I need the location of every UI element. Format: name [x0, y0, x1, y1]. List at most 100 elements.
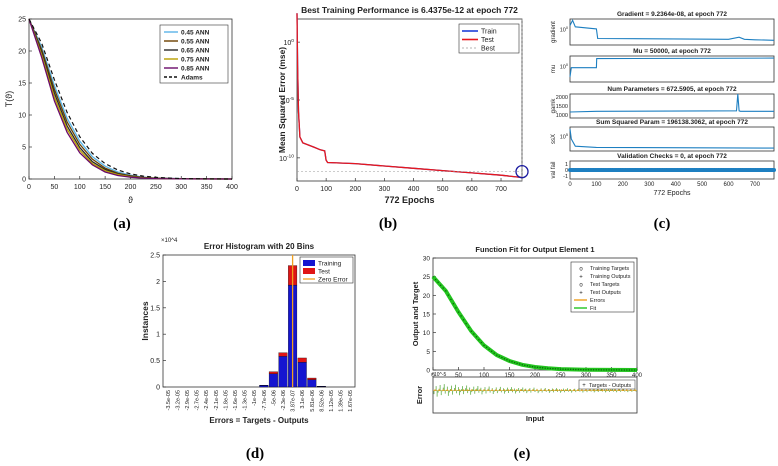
c-xtick-label: 400	[671, 182, 682, 188]
b-ytick-label: 100	[283, 38, 294, 47]
a-ytick-label: 0	[22, 177, 26, 184]
b-best-marker	[515, 164, 529, 179]
panel-label-a: (a)	[113, 216, 131, 232]
c-ylabel: gamk	[551, 98, 557, 114]
e-legend-marker: o	[579, 283, 583, 289]
e-xtick-label: 300	[581, 373, 592, 379]
e-legend-entry: Test Outputs	[590, 290, 621, 296]
b-xtick-label: 0	[295, 186, 299, 193]
b-legend-entry: Test	[481, 37, 494, 44]
c-subplot-title: Num Parameters = 672.5905, at epoch 772	[607, 86, 737, 93]
e-xtick-label: 400	[632, 373, 643, 379]
e-ytick-label: 25	[423, 274, 431, 281]
c-subplot-title: Sum Squared Param = 196138.3062, at epoc…	[596, 119, 748, 126]
c-ytick-label: 100	[560, 26, 568, 33]
a-legend-entry: 0.45 ANN	[181, 30, 210, 37]
a-xtick-label: 300	[175, 184, 187, 191]
a-xtick-label: 350	[201, 184, 213, 191]
e-target-markers	[432, 275, 638, 371]
e-error-legend-entry: Targets - Outputs	[589, 383, 631, 389]
d-category-label: -7.7e-06	[262, 390, 268, 411]
d-category-label: -1.8e-05	[223, 390, 229, 411]
c-subplot-title: Validation Checks = 0, at epoch 772	[617, 153, 727, 160]
c-axes-box	[569, 55, 775, 83]
c-performance-line	[569, 93, 774, 113]
b-ytick-label: 10-10	[279, 154, 294, 163]
c-performance-line	[569, 57, 775, 77]
b-legend-entry: Best	[481, 46, 495, 53]
a-ytick-label: 25	[18, 17, 26, 24]
a-legend-entry: 0.75 ANN	[181, 57, 210, 64]
a-xtick-label: 50	[50, 184, 58, 191]
a-xtick-label: 100	[74, 184, 86, 191]
e-legend-entry: Training Targets	[590, 266, 629, 272]
d-xlabel: Errors = Targets - Outputs	[209, 416, 309, 425]
e-legend-entry: Errors	[590, 298, 605, 304]
a-xtick-label: 400	[226, 184, 238, 191]
b-xtick-label: 700	[495, 186, 507, 193]
c-subplot-title: Mu = 50000, at epoch 772	[633, 48, 711, 55]
d-ytick-label: 0.5	[150, 358, 160, 365]
d-category-label: 1.67e-05	[348, 390, 354, 412]
c-xtick-label: 0	[568, 182, 572, 188]
a-ylabel: T(ϑ)	[4, 91, 14, 107]
d-legend-entry: Zero Error	[318, 277, 348, 284]
d-category-label: -2.4e-05	[204, 390, 210, 411]
c-ytick-label: -1	[563, 174, 568, 180]
d-bar-training	[278, 356, 288, 388]
a-legend-entry: 0.65 ANN	[181, 48, 210, 55]
d-bar-training	[297, 362, 307, 388]
d-category-label: 1.39e-05	[339, 390, 345, 412]
b-xlabel: 772 Epochs	[384, 195, 434, 205]
b-ylabel: Mean Squared Error (mse)	[277, 47, 287, 153]
d-legend-entry: Training	[318, 261, 342, 268]
d-category-label: -1.6e-05	[233, 390, 239, 411]
c-ylabel: ssX	[551, 134, 557, 144]
d-category-label: -3.5e-05	[166, 390, 172, 411]
c-ytick-label: 1500	[556, 104, 568, 110]
panel-label-b: (b)	[379, 216, 397, 232]
e-ytick-label: 30	[423, 256, 431, 263]
e-title: Function Fit for Output Element 1	[475, 245, 594, 254]
b-xtick-label: 600	[466, 186, 478, 193]
panel-d: Error Histogram with 20 Bins ×10^4 0 0.5 1 1.…	[140, 238, 356, 425]
d-category-label: 1.12e-05	[329, 390, 335, 412]
e-xtick-label: 350	[606, 373, 617, 379]
e-ytick-label: 5	[426, 349, 430, 356]
d-category-label: 5.81e-06	[310, 390, 316, 412]
c-axes-box	[569, 18, 775, 46]
c-ytick-label: 105	[560, 133, 568, 140]
d-ytick-label: 1	[156, 332, 160, 339]
d-category-label: -2.9e-05	[185, 390, 191, 411]
d-bar-training	[307, 379, 317, 388]
e-legend-entry: Fit	[590, 306, 597, 312]
c-xtick-label: 300	[644, 182, 655, 188]
a-legend-box	[159, 24, 229, 84]
a-ytick-label: 20	[18, 49, 26, 56]
d-title: Error Histogram with 20 Bins	[204, 242, 315, 251]
d-category-label: -1.3e-05	[243, 390, 249, 411]
a-xtick-label: 150	[99, 184, 111, 191]
c-xlabel: 772 Epochs	[654, 190, 691, 197]
d-legend-entry: Test	[318, 269, 330, 276]
d-category-label: -1e-05	[252, 390, 258, 406]
e-legend-marker: +	[579, 291, 583, 297]
b-xtick-label: 100	[320, 186, 332, 193]
a-xtick-label: 200	[125, 184, 137, 191]
e-xtick-label: 50	[455, 373, 462, 379]
e-xlabel: Input	[526, 414, 545, 423]
e-ytick-label: 15	[423, 312, 431, 319]
d-category-label: -2.7e-05	[195, 390, 201, 411]
b-title: Best Training Performance is 6.4375e-12 …	[301, 5, 518, 15]
e-ytick-label: 20	[423, 293, 431, 300]
e-ytick-label: 0	[426, 368, 430, 375]
b-xtick-label: 200	[349, 186, 361, 193]
c-performance-line	[569, 18, 775, 41]
a-series-line	[28, 18, 233, 180]
c-axes-box	[569, 93, 775, 119]
e-legend-marker: +	[579, 275, 583, 281]
c-xtick-label: 500	[697, 182, 708, 188]
b-test-line	[296, 13, 523, 179]
a-legend-entry: 0.55 ANN	[181, 39, 210, 46]
